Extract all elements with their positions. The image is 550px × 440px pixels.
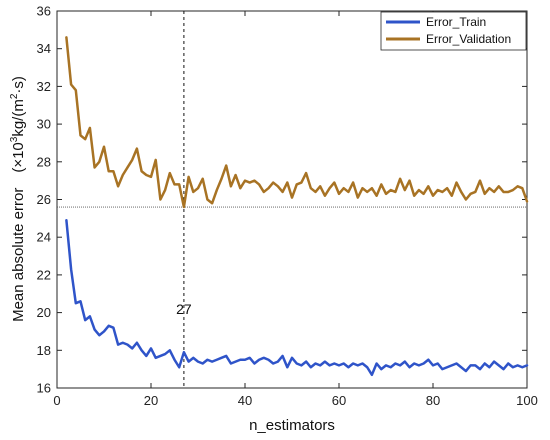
optimum-label: 27 (176, 301, 192, 317)
y-tick-label: 20 (37, 305, 51, 320)
y-tick-label: 32 (37, 79, 51, 94)
y-axis-label-sup2: 2 (9, 93, 20, 99)
x-tick-label: 0 (53, 393, 60, 408)
y-tick-label: 28 (37, 154, 51, 169)
x-tick-label: 20 (144, 393, 158, 408)
y-tick-label: 18 (37, 343, 51, 358)
y-tick-label: 26 (37, 192, 51, 207)
y-tick-label: 30 (37, 117, 51, 132)
x-tick-label: 40 (238, 393, 252, 408)
legend-label-validation: Error_Validation (426, 32, 511, 46)
y-axis-label-end: ·s) (10, 76, 27, 94)
y-axis-label-unit: kg/(m (10, 99, 27, 137)
y-tick-label: 16 (37, 381, 51, 396)
legend: Error_Train Error_Validation (380, 11, 527, 51)
x-axis-label: n_estimators (249, 417, 335, 434)
y-axis-label-sup: 3 (9, 136, 20, 142)
y-tick-label: 22 (37, 267, 51, 282)
x-tick-label: 100 (516, 393, 538, 408)
x-tick-label: 80 (426, 393, 440, 408)
plot-area (56, 10, 528, 389)
series-line-validation (65, 36, 529, 209)
series-layer (65, 36, 529, 377)
y-axis-label: Mean absolute error (×103kg/(m2·s) (9, 76, 27, 322)
y-ticks: 16 18 20 22 24 26 28 30 32 34 36 (37, 4, 527, 396)
legend-box (380, 11, 527, 51)
y-tick-label: 34 (37, 41, 51, 56)
x-ticks: 0 20 40 60 80 100 (53, 11, 538, 408)
x-tick-label: 60 (332, 393, 346, 408)
series-line-train (65, 218, 529, 377)
y-axis-label-main: Mean absolute error (×10 (10, 142, 27, 322)
legend-label-train: Error_Train (426, 15, 486, 29)
y-tick-label: 24 (37, 230, 51, 245)
y-tick-label: 36 (37, 4, 51, 19)
